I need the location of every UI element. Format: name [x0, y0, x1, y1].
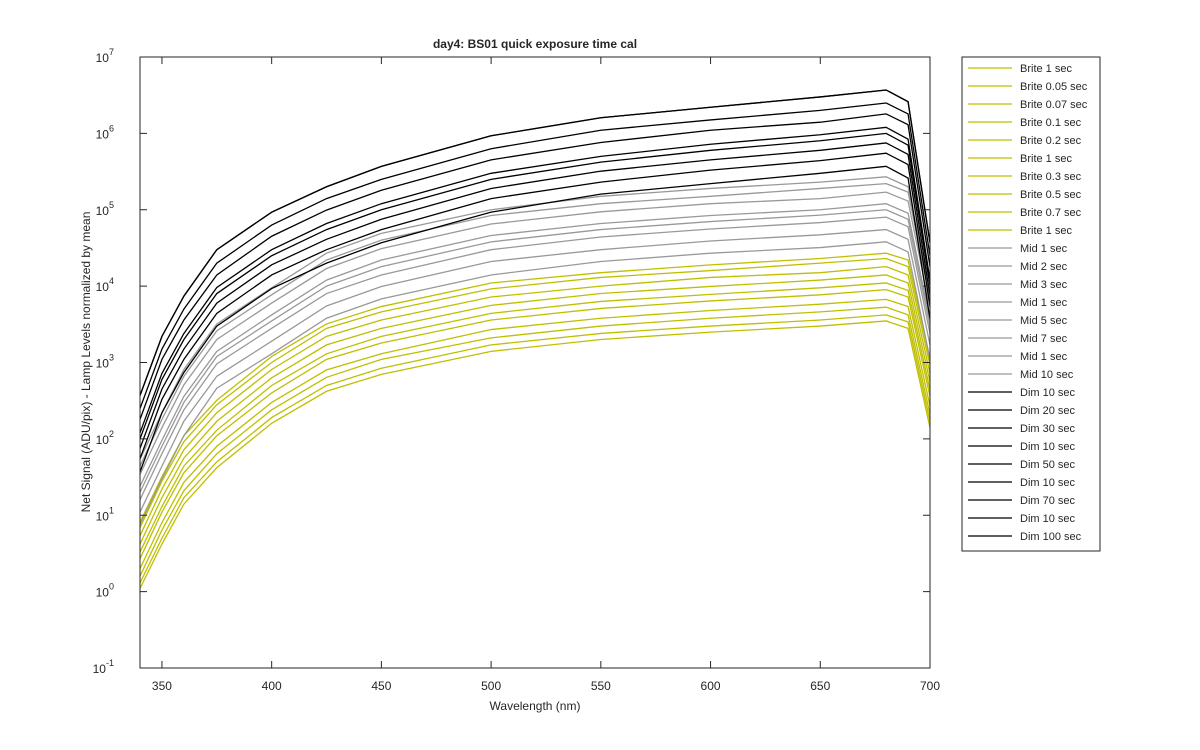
legend-label: Brite 1 sec: [1020, 225, 1072, 237]
series-line: [140, 113, 930, 420]
y-tick-label: 107: [96, 47, 114, 65]
series-line: [140, 165, 930, 473]
y-tick-base: 10: [96, 204, 110, 218]
series-line: [140, 126, 930, 434]
series-line: [140, 102, 930, 409]
legend-label: Mid 3 sec: [1020, 279, 1068, 291]
x-tick-label: 650: [810, 679, 830, 693]
series-line: [140, 288, 930, 559]
series-line: [140, 265, 930, 536]
legend-label: Mid 1 sec: [1020, 351, 1068, 363]
series-line: [140, 252, 930, 523]
legend-label: Mid 2 sec: [1020, 261, 1068, 273]
y-tick-label: 101: [96, 505, 114, 523]
series-line: [140, 142, 930, 449]
legend-label: Brite 0.2 sec: [1020, 135, 1082, 147]
x-tick-label: 500: [481, 679, 501, 693]
y-tick-base: 10: [96, 433, 110, 447]
y-axis-label: Net Signal (ADU/pix) - Lamp Levels norma…: [79, 212, 93, 513]
y-tick-base: 10: [96, 127, 110, 141]
y-tick-base: 10: [96, 51, 110, 65]
legend-label: Dim 50 sec: [1020, 459, 1076, 471]
legend-label: Dim 20 sec: [1020, 405, 1076, 417]
legend-label: Mid 7 sec: [1020, 333, 1068, 345]
x-tick-label: 600: [701, 679, 721, 693]
y-tick-base: 10: [96, 280, 110, 294]
series-line: [140, 306, 930, 577]
series-line: [140, 203, 930, 487]
legend-label: Dim 10 sec: [1020, 513, 1076, 525]
y-tick-base: 10: [96, 357, 110, 371]
legend-label: Dim 100 sec: [1020, 531, 1082, 543]
y-tick-label: 102: [96, 429, 114, 447]
y-tick-exponent: 7: [109, 47, 114, 57]
y-tick-exponent: 4: [109, 276, 114, 286]
y-tick-label: 100: [96, 582, 114, 600]
legend: Brite 1 sec Brite 0.05 sec Brite 0.07 sec B…: [961, 56, 1101, 552]
y-tick-exponent: -1: [106, 658, 114, 668]
legend-label: Dim 30 sec: [1020, 423, 1076, 435]
legend-label: Mid 1 sec: [1020, 297, 1068, 309]
x-tick-label: 550: [591, 679, 611, 693]
legend-label: Dim 10 sec: [1020, 477, 1076, 489]
series-line: [140, 298, 930, 569]
legend-label: Dim 10 sec: [1020, 441, 1076, 453]
y-tick-label: 105: [96, 200, 114, 218]
y-tick-exponent: 0: [109, 582, 114, 592]
legend-label: Brite 0.07 sec: [1020, 99, 1088, 111]
y-tick-exponent: 6: [109, 123, 114, 133]
y-tick-label: 10-1: [93, 658, 114, 676]
y-tick-base: 10: [96, 509, 110, 523]
legend-label: Brite 0.1 sec: [1020, 117, 1082, 129]
y-tick-exponent: 5: [109, 200, 114, 210]
legend-label: Mid 5 sec: [1020, 315, 1068, 327]
legend-label: Mid 1 sec: [1020, 243, 1068, 255]
y-tick-exponent: 3: [109, 353, 114, 363]
series-line: [140, 132, 930, 440]
x-tick-label: 700: [920, 679, 940, 693]
legend-label: Dim 10 sec: [1020, 387, 1076, 399]
legend-label: Brite 1 sec: [1020, 153, 1072, 165]
series-line: [140, 209, 930, 493]
series-line: [140, 282, 930, 553]
series-line: [140, 176, 930, 460]
legend-label: Brite 0.05 sec: [1020, 81, 1088, 93]
y-tick-base: 10: [96, 586, 110, 600]
legend-label: Mid 10 sec: [1020, 369, 1074, 381]
y-tick-label: 103: [96, 353, 114, 371]
legend-label: Brite 0.3 sec: [1020, 171, 1082, 183]
series-line: [140, 257, 930, 528]
x-tick-label: 350: [152, 679, 172, 693]
chart-title: day4: BS01 quick exposure time cal: [433, 37, 637, 51]
series-line: [140, 152, 930, 459]
series-line: [140, 228, 930, 513]
legend-box: [961, 56, 1101, 552]
x-tick-label: 400: [262, 679, 282, 693]
series-line: [140, 216, 930, 500]
legend-label: Dim 70 sec: [1020, 495, 1076, 507]
y-tick-label: 106: [96, 123, 114, 141]
series-line: [140, 191, 930, 475]
legend-label: Brite 0.7 sec: [1020, 207, 1082, 219]
plot-area: [140, 89, 930, 589]
x-tick-label: 450: [371, 679, 391, 693]
legend-label: Brite 1 sec: [1020, 63, 1072, 75]
series-line: [140, 314, 930, 584]
series-line: [140, 89, 930, 396]
series-line: [140, 241, 930, 525]
y-tick-exponent: 1: [109, 505, 114, 515]
y-tick-exponent: 2: [109, 429, 114, 439]
y-tick-label: 104: [96, 276, 114, 294]
x-axis-label: Wavelength (nm): [490, 699, 581, 713]
series-line: [140, 274, 930, 545]
legend-label: Brite 0.5 sec: [1020, 189, 1082, 201]
y-tick-base: 10: [93, 662, 107, 676]
series-line: [140, 320, 930, 589]
